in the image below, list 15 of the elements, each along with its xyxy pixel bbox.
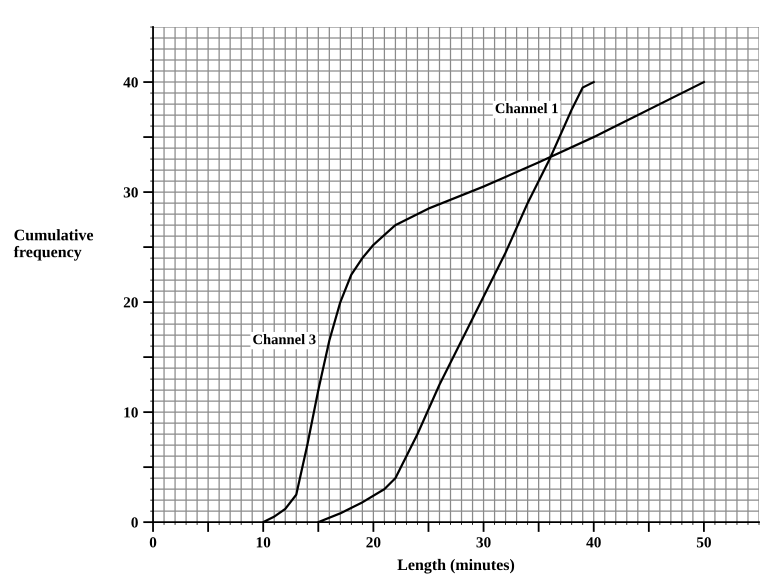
x-tick-label: 0 <box>150 537 156 548</box>
y-tick-label: 0 <box>131 517 138 528</box>
x-axis-title: Length (minutes) <box>398 558 514 574</box>
y-tick-label: 10 <box>124 407 138 418</box>
y-tick-label: 30 <box>124 187 138 198</box>
x-tick-label: 10 <box>256 537 270 548</box>
y-axis-title: Cumulative frequency <box>14 229 94 261</box>
series-label: Channel 1 <box>496 102 558 114</box>
x-tick-label: 40 <box>586 537 601 548</box>
x-tick-label: 30 <box>476 537 491 548</box>
x-tick-label: 50 <box>696 537 711 548</box>
series-label: Channel 3 <box>253 334 316 344</box>
x-tick-label: 20 <box>366 537 380 548</box>
y-tick-label: 40 <box>123 77 138 88</box>
y-tick-label: 20 <box>124 297 138 308</box>
